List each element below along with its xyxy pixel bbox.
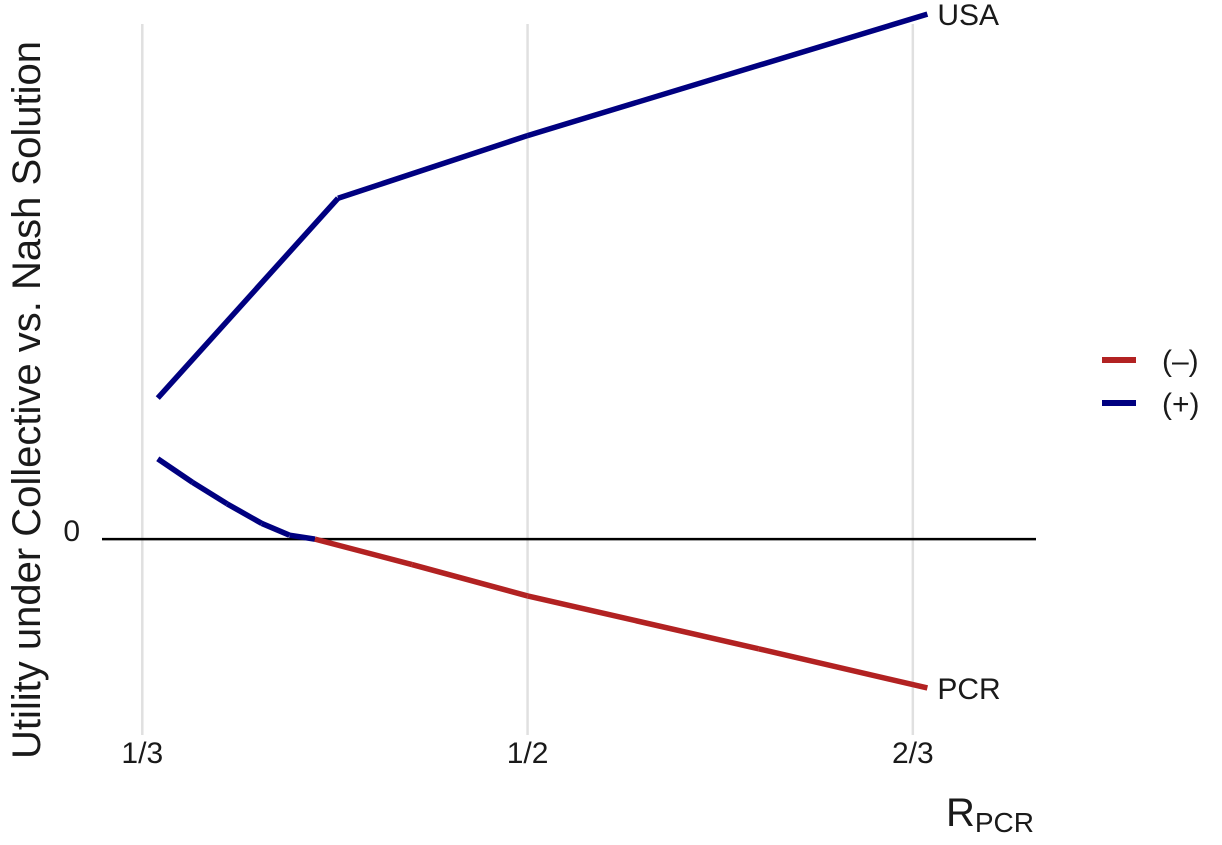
grid-lines bbox=[141, 24, 915, 735]
series-pcr-segment-7 bbox=[526, 593, 760, 652]
series-pcr-segment-3 bbox=[260, 520, 291, 538]
series-label-usa: USA bbox=[937, 0, 999, 32]
x-axis-label-main: R bbox=[946, 791, 975, 835]
series-label-pcr: PCR bbox=[937, 673, 1000, 706]
y-tick-label-0: 0 bbox=[63, 515, 80, 548]
series-pcr-segment-5 bbox=[314, 536, 413, 568]
series-pcr-segment-8 bbox=[758, 646, 928, 691]
series-pcr-segment-6 bbox=[411, 561, 529, 599]
series-pcr-segment-2 bbox=[225, 501, 264, 526]
series-end-labels: USA PCR bbox=[937, 0, 1000, 706]
y-axis-label: Utility under Collective vs. Nash Soluti… bbox=[5, 41, 49, 759]
legend: (–) (+) bbox=[1102, 345, 1200, 421]
legend-label-0: (–) bbox=[1162, 345, 1199, 378]
x-tick-label-1: 1/2 bbox=[507, 737, 549, 770]
x-tick-label-0: 1/3 bbox=[121, 737, 163, 770]
x-axis-label: RPCR bbox=[946, 791, 1034, 838]
series-pcr-segment-0 bbox=[156, 456, 194, 485]
series-usa-segment-0 bbox=[155, 196, 341, 400]
y-tick-labels: 0 bbox=[63, 515, 80, 548]
x-tick-labels: 1/3 1/2 2/3 bbox=[121, 737, 933, 770]
series-pcr-segment-1 bbox=[190, 479, 229, 507]
series-usa-segment-2 bbox=[526, 11, 929, 139]
x-axis-label-subscript: PCR bbox=[975, 807, 1034, 838]
x-tick-label-2: 2/3 bbox=[892, 737, 934, 770]
series-lines bbox=[155, 11, 929, 691]
series-pcr-segment-4 bbox=[289, 532, 316, 542]
legend-label-1: (+) bbox=[1162, 388, 1200, 421]
series-usa-segment-1 bbox=[337, 132, 529, 201]
